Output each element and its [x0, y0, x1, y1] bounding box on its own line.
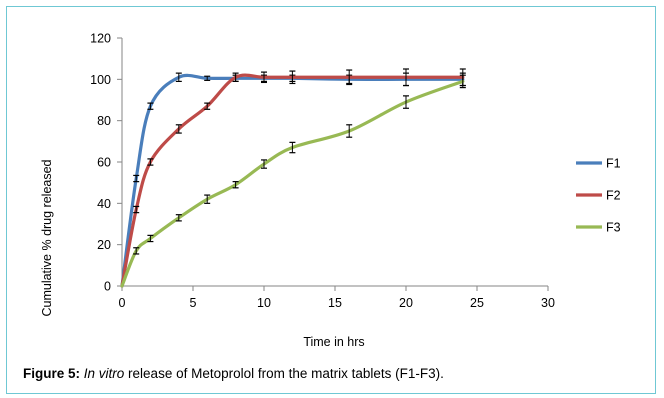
series-f2 — [120, 68, 466, 288]
y-tick-label: 120 — [90, 32, 111, 46]
error-bar-f2 — [289, 70, 296, 85]
release-chart: 0 20 40 60 80 100 120 0 5 10 15 20 25 30 F1 F2 F3 Time … — [40, 32, 621, 350]
error-bar-f3 — [232, 181, 239, 189]
y-tick-label: 100 — [90, 73, 111, 87]
error-bar-f3 — [459, 74, 466, 89]
y-tick-label: 0 — [104, 280, 111, 294]
y-tick-label: 40 — [97, 197, 111, 211]
error-bar-f3 — [133, 247, 140, 255]
chart-legend: F1 F2 F3 — [576, 157, 621, 235]
series-f1 — [120, 72, 466, 288]
error-bar-f2 — [403, 68, 409, 87]
legend-label-f3: F3 — [606, 221, 621, 235]
error-bar-f1 — [147, 102, 154, 110]
series-line-f3 — [120, 79, 465, 288]
caption-label: Figure 5: — [23, 366, 81, 381]
series-layer — [120, 68, 466, 288]
error-bar-f2 — [204, 102, 211, 110]
error-bar-f3 — [346, 124, 353, 138]
caption-italic: In vitro — [83, 366, 125, 381]
error-bar-f3 — [261, 159, 267, 169]
error-bar-f1 — [133, 174, 140, 183]
y-tick-label: 20 — [97, 238, 111, 252]
error-bar-f2 — [261, 71, 267, 84]
x-axis-label: Time in hrs — [303, 335, 364, 349]
series-line-f2 — [120, 73, 465, 288]
x-tick-label: 0 — [119, 296, 126, 310]
series-f3 — [120, 74, 466, 288]
legend-label-f1: F1 — [606, 157, 621, 171]
caption-text: release of Metoprolol from the matrix ta… — [124, 366, 444, 381]
error-bar-f3 — [204, 194, 211, 204]
y-tick-label: 60 — [97, 156, 111, 170]
x-tick-label: 10 — [257, 296, 271, 310]
x-tick-label: 15 — [328, 296, 342, 310]
error-bar-f2 — [232, 72, 239, 83]
y-tick-label: 80 — [97, 114, 111, 128]
figure-frame — [6, 6, 656, 394]
error-bar-f1 — [175, 72, 182, 83]
chart-axes: 0 20 40 60 80 100 120 0 5 10 15 20 25 30 — [90, 32, 555, 311]
x-tick-label: 20 — [399, 296, 413, 310]
legend-label-f2: F2 — [606, 189, 621, 203]
error-bar-f2 — [133, 205, 140, 214]
figure-caption: Figure 5: In vitro release of Metoprolol… — [23, 366, 444, 381]
error-bar-f2 — [346, 69, 353, 86]
x-tick-label: 30 — [541, 296, 555, 310]
error-bar-f3 — [175, 214, 182, 222]
error-bar-f2 — [147, 158, 154, 166]
error-bar-f3 — [289, 141, 296, 154]
x-tick-label: 5 — [190, 296, 197, 310]
x-tick-label: 25 — [470, 296, 484, 310]
error-bar-f3 — [147, 234, 154, 243]
error-bar-f2 — [175, 124, 182, 134]
error-bar-f3 — [403, 95, 409, 109]
series-line-f1 — [120, 73, 465, 288]
y-axis-label: Cumulative % drug released — [40, 159, 54, 316]
error-bar-f1 — [204, 75, 211, 81]
